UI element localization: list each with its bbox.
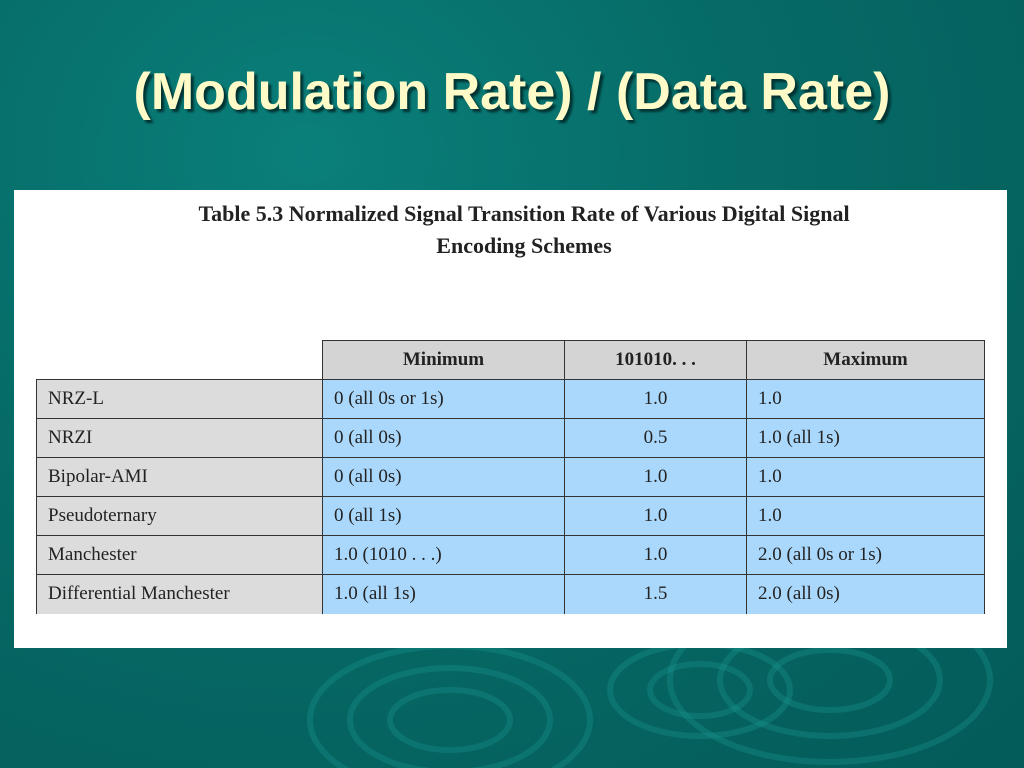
minimum-cell: 0 (all 0s) <box>322 457 565 497</box>
header-maximum: Maximum <box>746 340 985 380</box>
table-row: Manchester 1.0 (1010 . . .) 1.0 2.0 (all… <box>36 535 985 575</box>
row-label: NRZ-L <box>36 379 323 419</box>
minimum-cell: 1.0 (1010 . . .) <box>322 535 565 575</box>
row-label: Pseudoternary <box>36 496 323 536</box>
table-row: NRZ-L 0 (all 0s or 1s) 1.0 1.0 <box>36 379 985 419</box>
table-row: Differential Manchester 1.0 (all 1s) 1.5… <box>36 574 985 614</box>
minimum-cell: 1.0 (all 1s) <box>322 574 565 614</box>
row-label: Manchester <box>36 535 323 575</box>
table-row: Bipolar-AMI 0 (all 0s) 1.0 1.0 <box>36 457 985 497</box>
alternating-cell: 0.5 <box>564 418 747 458</box>
alternating-cell: 1.0 <box>564 379 747 419</box>
maximum-cell: 1.0 <box>746 457 985 497</box>
maximum-cell: 2.0 (all 0s or 1s) <box>746 535 985 575</box>
table-row: Pseudoternary 0 (all 1s) 1.0 1.0 <box>36 496 985 536</box>
alternating-cell: 1.0 <box>564 496 747 536</box>
header-101010: 101010. . . <box>564 340 747 380</box>
row-label: Bipolar-AMI <box>36 457 323 497</box>
row-label: Differential Manchester <box>36 574 323 614</box>
table-caption-line-1: Table 5.3 Normalized Signal Transition R… <box>198 201 850 226</box>
maximum-cell: 1.0 <box>746 379 985 419</box>
maximum-cell: 1.0 (all 1s) <box>746 418 985 458</box>
minimum-cell: 0 (all 0s or 1s) <box>322 379 565 419</box>
table-row: NRZI 0 (all 0s) 0.5 1.0 (all 1s) <box>36 418 985 458</box>
table-caption-line-2: Encoding Schemes <box>436 233 612 258</box>
header-minimum: Minimum <box>322 340 565 380</box>
row-label: NRZI <box>36 418 323 458</box>
maximum-cell: 1.0 <box>746 496 985 536</box>
alternating-cell: 1.0 <box>564 457 747 497</box>
alternating-cell: 1.5 <box>564 574 747 614</box>
table-header-row: Minimum 101010. . . Maximum <box>36 340 985 380</box>
table-caption: Table 5.3 Normalized Signal Transition R… <box>84 198 964 262</box>
maximum-cell: 2.0 (all 0s) <box>746 574 985 614</box>
header-corner-cell <box>36 340 323 380</box>
alternating-cell: 1.0 <box>564 535 747 575</box>
minimum-cell: 0 (all 1s) <box>322 496 565 536</box>
table-figure: Table 5.3 Normalized Signal Transition R… <box>14 190 1007 648</box>
encoding-transition-table: Minimum 101010. . . Maximum NRZ-L 0 (all… <box>36 340 985 614</box>
slide-title: (Modulation Rate) / (Data Rate) <box>133 63 891 121</box>
minimum-cell: 0 (all 0s) <box>322 418 565 458</box>
